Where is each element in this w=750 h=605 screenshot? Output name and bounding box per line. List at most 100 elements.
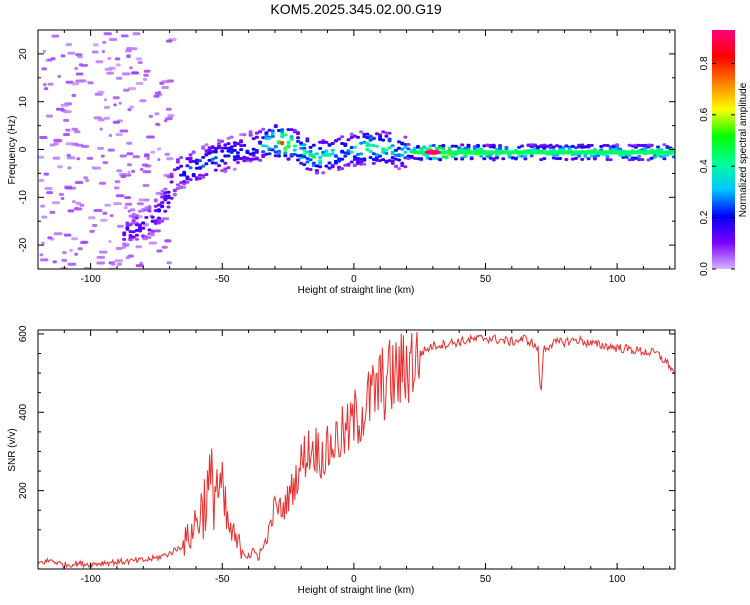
- x-tick-label: -100: [81, 274, 101, 285]
- spectrogram-ridge-cell: [460, 143, 465, 147]
- spectrogram-ridge-cell: [318, 165, 323, 169]
- snr-marks: [38, 331, 675, 569]
- spectrogram-noise-cell: [108, 134, 113, 137]
- spectrogram-ridge-cell: [258, 130, 263, 134]
- spectrogram-noise-cell: [110, 262, 116, 266]
- spectrogram-noise-cell: [53, 232, 63, 236]
- spectrogram-ridge-cell: [210, 150, 215, 154]
- spectrogram-ridge-cell: [299, 146, 304, 150]
- spectrogram-ridge-cell: [122, 242, 127, 246]
- spectrogram-ridge-cell: [640, 158, 645, 161]
- spectrogram-ridge-cell: [580, 157, 585, 161]
- spectrogram-noise-cell: [88, 216, 96, 220]
- spectrogram-ridge-cell: [239, 148, 244, 152]
- spectrogram-ridge-cell: [615, 146, 619, 150]
- spectrogram-ridge-cell: [330, 142, 335, 146]
- spectrogram-ridge-cell: [251, 151, 256, 155]
- spectrogram-ridge-cell: [387, 146, 392, 150]
- spectrogram-x-axis-label: Height of straight line (km): [298, 285, 415, 296]
- spectrogram-ridge-cell: [630, 144, 635, 148]
- spectrogram-ridge-cell: [226, 154, 231, 158]
- spectrogram-ridge-cell: [438, 146, 443, 150]
- spectrogram-noise-cell: [53, 142, 59, 146]
- spectrogram-ridge-cell: [374, 132, 379, 136]
- spectrogram-ridge-cell: [163, 209, 168, 213]
- spectrogram-ridge-cell: [381, 147, 386, 151]
- spectrogram-noise-cell: [106, 71, 114, 75]
- spectrogram-noise-cell: [138, 215, 143, 219]
- spectrogram-ridge-cell: [270, 132, 275, 136]
- spectrogram-ridge-cell: [292, 152, 297, 156]
- spectrogram-ridge-cell: [242, 133, 247, 137]
- spectrogram-noise-cell: [100, 218, 108, 222]
- spectrogram-ridge-cell: [229, 148, 234, 151]
- spectrogram-ridge-cell: [204, 149, 209, 153]
- spectrogram-ridge-cell: [267, 152, 272, 156]
- spectrogram-ridge-cell: [286, 145, 291, 149]
- spectrogram-ridge-cell: [352, 145, 357, 149]
- spectrogram-ridge-cell: [305, 160, 310, 164]
- spectrogram-ridge-cell: [659, 155, 664, 158]
- spectrogram-ridge-cell: [270, 134, 275, 138]
- spectrogram-noise-cell: [161, 80, 170, 84]
- spectrogram-ridge-cell: [128, 214, 133, 218]
- spectrogram-ridge-cell: [125, 243, 130, 247]
- spectrogram-ridge-cell: [194, 176, 199, 180]
- spectrogram-ridge-cell: [381, 151, 386, 154]
- spectrogram-ridge-cell: [551, 156, 556, 160]
- spectrogram-noise-cell: [58, 193, 65, 196]
- spectrogram-ridge-cell: [147, 228, 152, 232]
- snr-series-line: [38, 331, 675, 569]
- spectrogram-ridge-cell: [220, 146, 225, 150]
- spectrogram-noise-cell: [165, 107, 172, 111]
- spectrogram-ridge-cell: [179, 186, 184, 190]
- spectrogram-ridge-cell: [558, 145, 563, 149]
- spectrogram-ridge-cell: [529, 143, 534, 147]
- spectrogram-ridge-cell: [359, 157, 364, 161]
- y-tick-label: 10: [18, 96, 29, 108]
- spectrogram-noise-cell: [65, 128, 71, 132]
- spectrogram-ridge-cell: [175, 158, 180, 162]
- spectrogram-noise-cell: [75, 201, 82, 205]
- spectrogram-ridge-cell: [333, 139, 338, 143]
- spectrogram-noise-cell: [138, 198, 143, 202]
- spectrogram-noise-cell: [161, 86, 169, 89]
- spectrogram-noise-cell: [43, 87, 49, 91]
- spectrogram-ridge-cell: [356, 161, 360, 165]
- spectrogram-ridge-cell: [393, 157, 398, 161]
- spectrogram-ridge-cell: [204, 162, 209, 166]
- spectrogram-noise-cell: [132, 155, 140, 159]
- spectrogram-ridge-cell: [207, 158, 212, 162]
- spectrogram-noise-cell: [47, 82, 54, 86]
- spectrogram-ridge-cell: [349, 133, 354, 136]
- spectrogram-noise-cell: [135, 245, 143, 249]
- spectrogram-noise-cell: [131, 71, 139, 75]
- spectrogram-ridge-cell: [637, 155, 642, 158]
- spectrogram-ridge-cell: [166, 196, 171, 200]
- spectrogram-ridge-cell: [608, 146, 613, 150]
- spectrogram-ridge-cell: [286, 128, 291, 132]
- spectrogram-ridge-cell: [621, 156, 626, 159]
- spectrogram-ridge-cell: [296, 132, 300, 136]
- spectrogram-ridge-cell: [409, 149, 414, 152]
- spectrogram-ridge-cell: [122, 245, 127, 249]
- spectrogram-ridge-cell: [134, 214, 139, 217]
- spectrogram-ridge-cell: [185, 175, 190, 179]
- spectrogram-ridge-cell: [466, 143, 471, 147]
- spectrogram-ridge-cell: [662, 143, 667, 147]
- spectrogram-noise-cell: [63, 110, 72, 114]
- spectrogram-ridge-cell: [239, 157, 244, 160]
- spectrogram-ridge-cell: [314, 152, 319, 156]
- spectrogram-ridge-cell: [232, 158, 237, 162]
- spectrogram-noise-cell: [93, 209, 103, 212]
- spectrogram-noise-cell: [77, 247, 83, 251]
- spectrogram-y-axis-label: Frequency (Hz): [7, 116, 18, 185]
- spectrogram-noise-cell: [167, 116, 173, 120]
- spectrogram-ridge-cell: [204, 153, 209, 157]
- spectrogram-noise-cell: [103, 98, 107, 102]
- spectrogram-ridge-cell: [217, 144, 221, 148]
- spectrogram-noise-cell: [143, 69, 151, 73]
- spectrogram-ridge-cell: [280, 128, 285, 132]
- spectrogram-noise-cell: [125, 49, 132, 53]
